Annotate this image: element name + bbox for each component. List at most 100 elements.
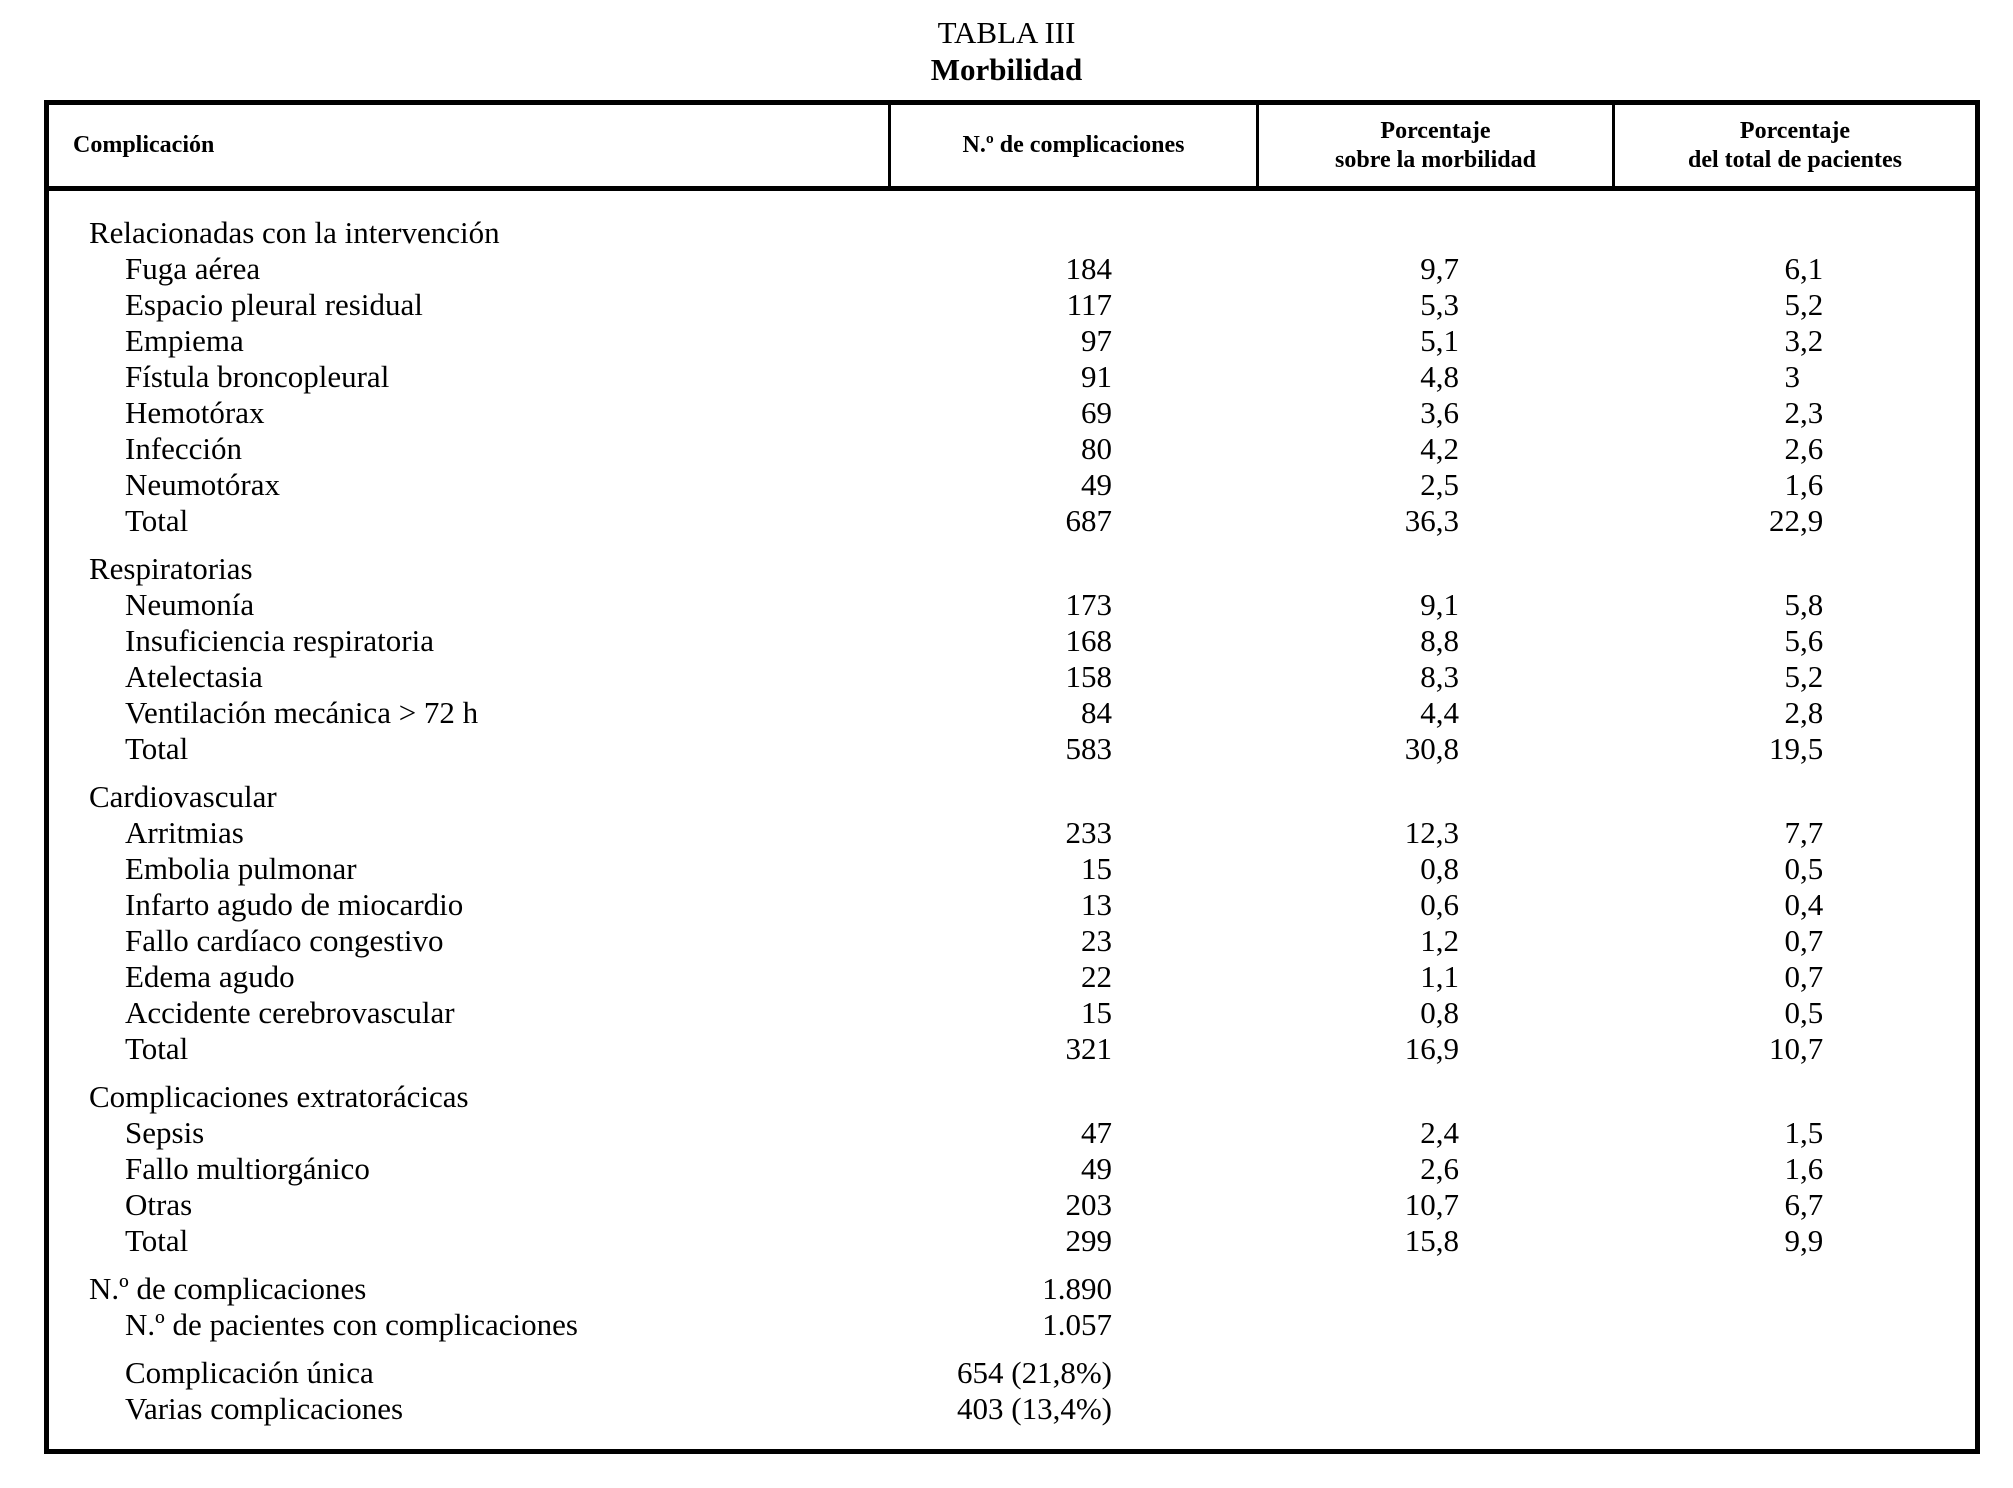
cell-n-complicaciones: 233 xyxy=(1065,815,1113,850)
col-header-label: Porcentaje xyxy=(1380,117,1491,144)
cell-n-complicaciones: 49 xyxy=(1081,1151,1112,1186)
col-header-n-complicaciones: N.º de complicaciones xyxy=(888,105,1256,186)
table-section: Cardiovascular Arritmias 233 12,3 7,7 Embolia… xyxy=(49,779,1975,1067)
cell-pct-morbilidad: 15,8 xyxy=(1404,1223,1459,1258)
table-body: Relacionadas con la intervención Fuga aér… xyxy=(49,191,1975,1449)
cell-pct-pacientes: 0,7 xyxy=(1784,959,1824,994)
row-label: Relacionadas con la intervención xyxy=(89,215,500,250)
cell-pct-morbilidad: 1,2 xyxy=(1420,923,1459,958)
cell-pct-morbilidad: 8,8 xyxy=(1420,623,1459,658)
table-row: Arritmias 233 12,3 7,7 xyxy=(49,815,1975,851)
table-row: Accidente cerebrovascular 15 0,8 0,5 xyxy=(49,995,1975,1031)
cell-pct-pacientes: 7,7 xyxy=(1784,815,1824,850)
cell-pct-pacientes: 5,6 xyxy=(1784,623,1824,658)
cell-pct-pacientes: 10,7 xyxy=(1769,1031,1824,1066)
cell-n-complicaciones: 84 xyxy=(1081,695,1112,730)
table-row: Neumotórax 49 2,5 1,6 xyxy=(49,467,1975,503)
cell-pct-pacientes: 2,3 xyxy=(1784,395,1824,430)
cell-n-complicaciones: 49 xyxy=(1081,467,1112,502)
table-row: Atelectasia 158 8,3 5,2 xyxy=(49,659,1975,695)
col-header-sublabel: del total de pacientes xyxy=(1688,146,1902,173)
cell-n-complicaciones: 1.890 xyxy=(1042,1271,1112,1306)
cell-n-complicaciones: 158 xyxy=(1065,659,1113,694)
cell-pct-pacientes: 6,1 xyxy=(1784,251,1824,286)
cell-pct-morbilidad: 0,6 xyxy=(1420,887,1459,922)
cell-n-complicaciones: 15 xyxy=(1081,851,1112,886)
cell-pct-pacientes: 5,8 xyxy=(1784,587,1824,622)
cell-pct-pacientes: 3,2 xyxy=(1784,323,1824,358)
cell-n-complicaciones: 321 xyxy=(1065,1031,1113,1066)
table-row: Embolia pulmonar 15 0,8 0,5 xyxy=(49,851,1975,887)
cell-pct-pacientes: 6,7 xyxy=(1784,1187,1824,1222)
cell-pct-pacientes xyxy=(1612,1391,1975,1427)
table-row: Complicación única 654 (21,8%) xyxy=(49,1355,1975,1391)
table-row: N.º de pacientes con complicaciones 1.057 xyxy=(49,1307,1975,1343)
row-label: Infección xyxy=(125,431,243,466)
cell-pct-pacientes xyxy=(1612,1079,1975,1115)
cell-pct-morbilidad: 2,6 xyxy=(1420,1151,1459,1186)
cell-pct-morbilidad: 16,9 xyxy=(1404,1031,1459,1066)
cell-n-complicaciones: 299 xyxy=(1065,1223,1113,1258)
row-label: Neumonía xyxy=(125,587,255,622)
cell-n-complicaciones: 184 xyxy=(1065,251,1113,286)
cell-pct-pacientes xyxy=(1612,1307,1975,1343)
row-label: Fallo multiorgánico xyxy=(125,1151,370,1186)
table-row: Neumonía 173 9,1 5,8 xyxy=(49,587,1975,623)
cell-pct-pacientes: 3 xyxy=(1784,359,1801,394)
table-header-row: Complicación N.º de complicaciones Porce… xyxy=(49,105,1975,191)
cell-pct-morbilidad: 10,7 xyxy=(1404,1187,1459,1222)
cell-pct-morbilidad: 36,3 xyxy=(1404,503,1459,538)
cell-n-complicaciones: 23 xyxy=(1081,923,1112,958)
cell-pct-pacientes: 0,5 xyxy=(1784,995,1824,1030)
cell-pct-morbilidad: 4,2 xyxy=(1420,431,1459,466)
cell-n-complicaciones: 168 xyxy=(1065,623,1113,658)
row-label: Cardiovascular xyxy=(89,779,277,814)
table-row: Edema agudo 22 1,1 0,7 xyxy=(49,959,1975,995)
cell-pct-morbilidad xyxy=(1256,1079,1612,1115)
cell-pct-morbilidad: 9,1 xyxy=(1420,587,1459,622)
row-label: Atelectasia xyxy=(125,659,263,694)
cell-pct-pacientes xyxy=(1612,551,1975,587)
cell-n-complicaciones: 80 xyxy=(1081,431,1112,466)
group-header-row: Complicaciones extratorácicas xyxy=(49,1079,1975,1115)
cell-n-complicaciones: 22 xyxy=(1081,959,1112,994)
table-section: Respiratorias Neumonía 173 9,1 5,8 Insuficien… xyxy=(49,551,1975,767)
cell-pct-pacientes: 2,8 xyxy=(1784,695,1824,730)
table-section: N.º de complicaciones 1.890 N.º de pacient… xyxy=(49,1271,1975,1343)
row-label: Sepsis xyxy=(125,1115,205,1150)
table-subtitle: Morbilidad xyxy=(930,52,1083,87)
cell-pct-morbilidad: 4,4 xyxy=(1420,695,1459,730)
cell-pct-pacientes: 22,9 xyxy=(1769,503,1824,538)
cell-pct-pacientes xyxy=(1612,1271,1975,1307)
table-row: Total 687 36,3 22,9 xyxy=(49,503,1975,539)
cell-pct-morbilidad: 0,8 xyxy=(1420,995,1459,1030)
cell-n-complicaciones: 583 xyxy=(1065,731,1113,766)
cell-pct-morbilidad: 2,4 xyxy=(1420,1115,1459,1150)
cell-n-complicaciones xyxy=(888,1079,1256,1115)
row-label: Complicaciones extratorácicas xyxy=(89,1079,469,1114)
row-label: N.º de complicaciones xyxy=(89,1271,367,1306)
cell-pct-morbilidad: 3,6 xyxy=(1420,395,1459,430)
row-label: Fallo cardíaco congestivo xyxy=(125,923,444,958)
table-row: Infección 80 4,2 2,6 xyxy=(49,431,1975,467)
cell-n-complicaciones xyxy=(888,551,1256,587)
cell-pct-pacientes: 1,6 xyxy=(1784,1151,1824,1186)
table-row: Otras 203 10,7 6,7 xyxy=(49,1187,1975,1223)
cell-pct-morbilidad xyxy=(1256,1271,1612,1307)
cell-n-complicaciones: 13 xyxy=(1081,887,1112,922)
cell-pct-pacientes xyxy=(1612,215,1975,251)
row-label: Neumotórax xyxy=(125,467,280,502)
table-section: Complicaciones extratorácicas Sepsis 47 2,4… xyxy=(49,1079,1975,1259)
cell-n-complicaciones: 654 (21,8%) xyxy=(957,1355,1112,1390)
row-label: Espacio pleural residual xyxy=(125,287,423,322)
cell-pct-pacientes: 19,5 xyxy=(1769,731,1824,766)
group-header-row: Respiratorias xyxy=(49,551,1975,587)
row-label: Arritmias xyxy=(125,815,244,850)
cell-pct-pacientes: 5,2 xyxy=(1784,287,1824,322)
table-row: Espacio pleural residual 117 5,3 5,2 xyxy=(49,287,1975,323)
cell-pct-morbilidad: 0,8 xyxy=(1420,851,1459,886)
row-label: Edema agudo xyxy=(125,959,295,994)
row-label: Empiema xyxy=(125,323,244,358)
group-header-row: Cardiovascular xyxy=(49,779,1975,815)
row-label: Embolia pulmonar xyxy=(125,851,357,886)
